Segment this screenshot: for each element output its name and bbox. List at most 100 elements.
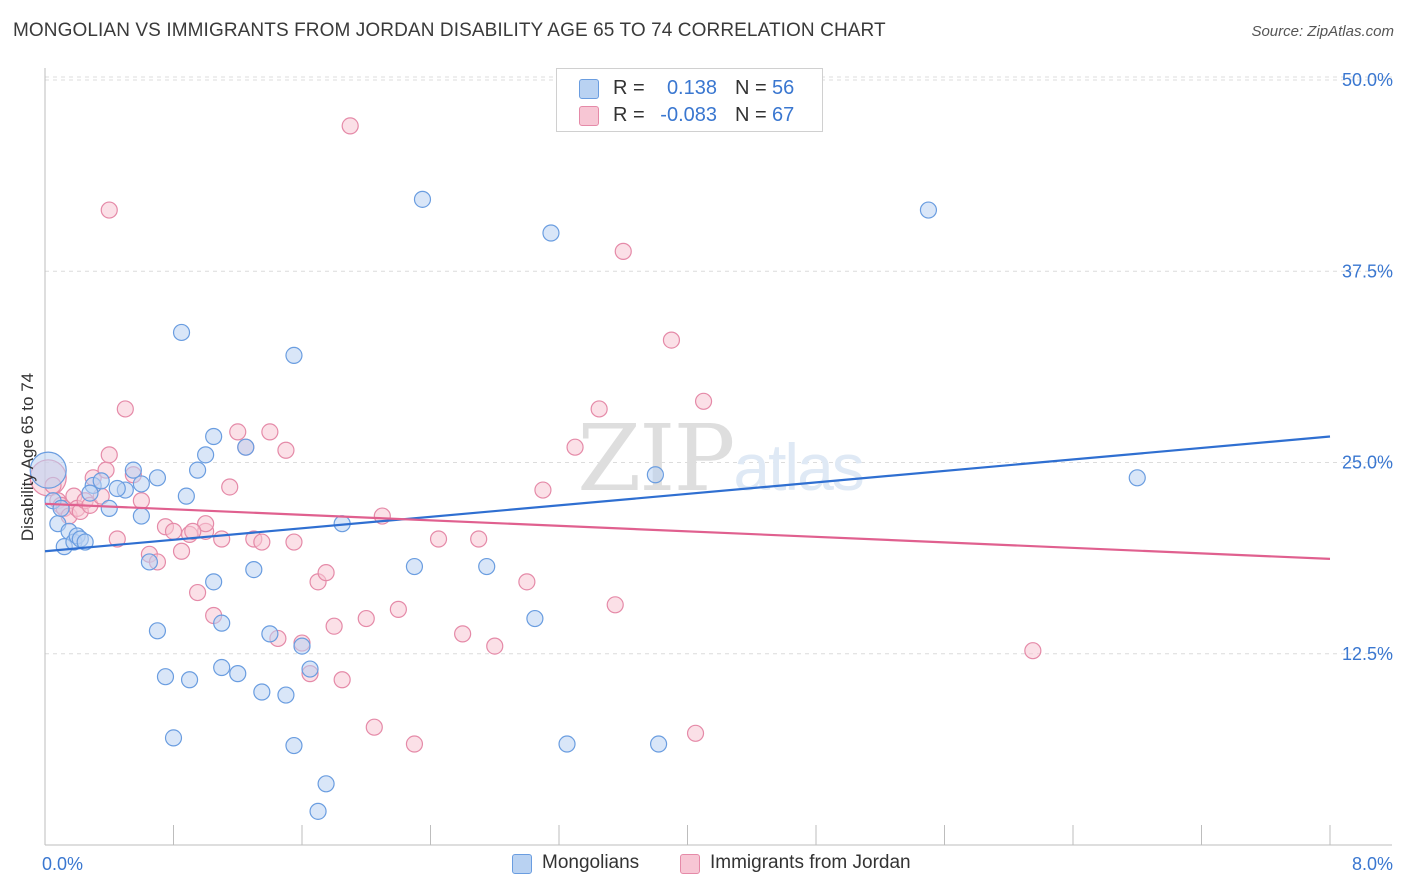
jordan-point bbox=[694, 392, 713, 410]
mongolian-point bbox=[301, 660, 319, 678]
jordan-point bbox=[566, 438, 584, 456]
mongolian-trend-line bbox=[44, 435, 1331, 553]
y-tick-label: 25.0% bbox=[1342, 453, 1393, 473]
mongolian-point bbox=[213, 614, 231, 632]
jordan-point bbox=[1024, 642, 1042, 660]
jordan-point bbox=[606, 596, 624, 614]
legend-n-label: N = bbox=[735, 104, 767, 126]
mongolian-point bbox=[478, 557, 496, 576]
mongolian-point bbox=[309, 802, 327, 820]
jordan-point bbox=[341, 117, 359, 135]
jordan-point bbox=[534, 481, 552, 499]
legend-r-value: 0.138 bbox=[666, 77, 717, 99]
x-tick-label: 0.0% bbox=[42, 854, 83, 874]
jordan-point bbox=[108, 530, 126, 548]
jordan-point bbox=[317, 564, 335, 582]
jordan-point bbox=[277, 441, 295, 459]
mongolian-point bbox=[148, 622, 167, 640]
mongolian-point bbox=[261, 625, 279, 643]
jordan-point bbox=[662, 331, 681, 349]
mongolian-point bbox=[558, 735, 576, 753]
jordan-point bbox=[518, 573, 536, 591]
jordan-point bbox=[365, 718, 383, 736]
jordan-point bbox=[253, 533, 271, 551]
mongolian-point bbox=[81, 484, 99, 502]
mongolian-points bbox=[29, 190, 1146, 820]
jordan-point bbox=[470, 530, 488, 548]
jordan-point bbox=[261, 423, 279, 441]
mongolian-point bbox=[413, 190, 432, 208]
mongolian-point bbox=[100, 499, 118, 517]
bottom-legend-label: Immigrants from Jordan bbox=[710, 852, 911, 873]
jordan-point bbox=[333, 671, 351, 689]
watermark-text: ZIPatlas bbox=[577, 405, 863, 512]
mongolian-point bbox=[132, 507, 150, 525]
jordan-point bbox=[405, 735, 424, 753]
stats-legend: R = 0.138 N = 56 R = -0.083 N = 67 bbox=[556, 68, 823, 132]
legend-row-mongolians: R = 0.138 N = 56 bbox=[557, 74, 822, 102]
mongolian-point bbox=[317, 775, 335, 793]
jordan-point bbox=[164, 522, 183, 540]
mongolian-point bbox=[205, 427, 223, 446]
legend-n-value: 56 bbox=[772, 77, 795, 99]
mongolian-point bbox=[277, 686, 295, 704]
jordan-point bbox=[454, 625, 472, 643]
mongolian-point bbox=[197, 446, 215, 464]
mongolian-point bbox=[180, 671, 199, 689]
mongolian-point bbox=[124, 461, 142, 479]
mongolian-point bbox=[140, 553, 159, 571]
x-tick-label: 8.0% bbox=[1352, 854, 1393, 874]
jordan-point bbox=[325, 617, 343, 635]
bottom-swatch-pink bbox=[680, 854, 700, 874]
jordan-point bbox=[213, 530, 231, 548]
mongolian-point bbox=[649, 735, 668, 753]
mongolian-point bbox=[148, 469, 167, 487]
tick-labels: 12.5% 25.0% 37.5% 50.0% 0.0% 8.0% bbox=[42, 70, 1393, 874]
mongolian-point bbox=[285, 736, 303, 755]
y-tick-label: 12.5% bbox=[1342, 644, 1393, 664]
legend-r-value: -0.083 bbox=[660, 104, 717, 126]
bottom-swatch-blue bbox=[512, 854, 532, 874]
mongolian-point bbox=[646, 466, 664, 484]
legend-swatch-blue bbox=[579, 79, 599, 99]
mongolian-point bbox=[52, 499, 70, 517]
mongolian-point bbox=[188, 461, 207, 479]
trend-lines bbox=[44, 435, 1331, 560]
mongolian-point bbox=[542, 224, 560, 242]
mongolian-point bbox=[172, 323, 191, 342]
jordan-point bbox=[357, 609, 375, 628]
mongolian-point bbox=[29, 451, 67, 489]
jordan-point bbox=[188, 583, 207, 602]
mongolian-point bbox=[76, 533, 94, 551]
jordan-point bbox=[100, 446, 118, 464]
mongolian-point bbox=[156, 668, 175, 686]
mongolian-point bbox=[919, 201, 938, 219]
mongolian-point bbox=[213, 658, 231, 677]
source-credit: Source: ZipAtlas.com bbox=[1251, 23, 1394, 40]
jordan-point bbox=[100, 201, 118, 219]
jordan-point bbox=[486, 637, 504, 655]
jordan-point bbox=[197, 515, 215, 533]
y-tick-label: 50.0% bbox=[1342, 70, 1393, 90]
mongolian-point bbox=[293, 637, 311, 655]
jordan-point bbox=[285, 533, 303, 551]
mongolian-point bbox=[285, 346, 303, 364]
y-axis-label: Disability Age 65 to 74 bbox=[18, 372, 37, 542]
legend-row-jordan: R = -0.083 N = 67 bbox=[557, 101, 822, 129]
chart-title: MONGOLIAN VS IMMIGRANTS FROM JORDAN DISA… bbox=[13, 20, 886, 41]
jordan-point bbox=[221, 478, 239, 496]
jordan-point bbox=[132, 492, 150, 510]
mongolian-point bbox=[1128, 469, 1146, 487]
mongolian-point bbox=[229, 665, 247, 683]
jordan-point bbox=[172, 542, 191, 560]
jordan-point bbox=[590, 400, 608, 418]
mongolian-point bbox=[205, 573, 223, 591]
mongolian-point bbox=[177, 487, 195, 505]
jordan-point bbox=[686, 724, 705, 742]
mongolian-point bbox=[108, 479, 126, 498]
legend-n-value: 67 bbox=[772, 104, 795, 126]
mongolian-point bbox=[92, 472, 110, 490]
mongolian-point bbox=[237, 438, 255, 456]
jordan-point bbox=[429, 530, 448, 548]
